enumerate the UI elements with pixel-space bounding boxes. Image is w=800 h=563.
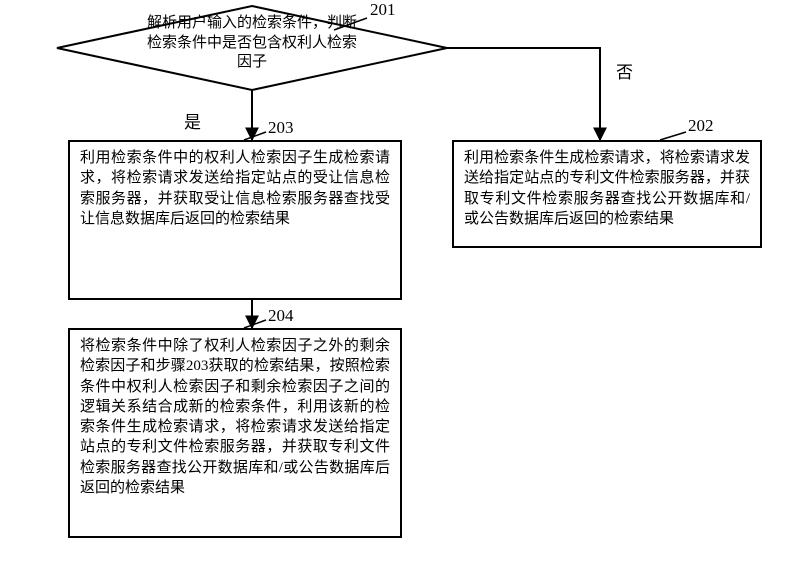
ref-203: 203 [268, 118, 294, 138]
ref-204: 204 [268, 306, 294, 326]
process-203-text: 利用检索条件中的权利人检索因子生成检索请求，将检索请求发送给指定站点的受让信息检… [68, 140, 402, 300]
process-202-text: 利用检索条件生成检索请求，将检索请求发送给指定站点的专利文件检索服务器，并获取专… [452, 140, 762, 248]
edge-label-no: 否 [616, 58, 633, 83]
process-202: 利用检索条件生成检索请求，将检索请求发送给指定站点的专利文件检索服务器，并获取专… [452, 140, 762, 248]
decision-201-text: 解析用户输入的检索条件，判断检索条件中是否包含权利人检索因子 [140, 14, 364, 73]
ref-201: 201 [370, 0, 396, 20]
process-204: 将检索条件中除了权利人检索因子之外的剩余检索因子和步骤203获取的检索结果，按照… [68, 328, 402, 538]
process-203: 利用检索条件中的权利人检索因子生成检索请求，将检索请求发送给指定站点的受让信息检… [68, 140, 402, 300]
process-204-text: 将检索条件中除了权利人检索因子之外的剩余检索因子和步骤203获取的检索结果，按照… [68, 328, 402, 538]
edge-label-yes: 是 [184, 108, 201, 133]
ref-202: 202 [688, 116, 714, 136]
